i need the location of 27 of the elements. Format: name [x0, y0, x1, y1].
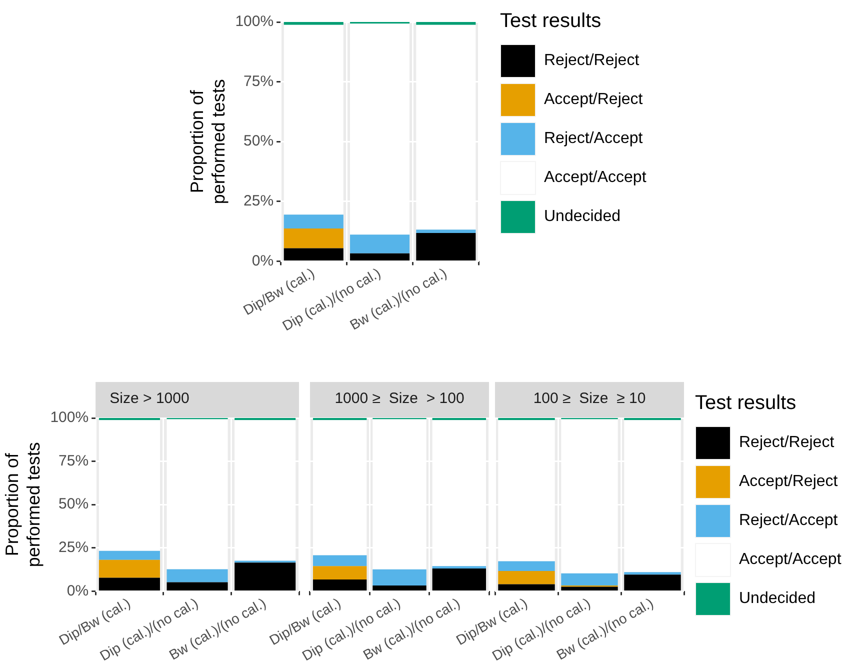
legend-label: Undecided: [544, 208, 620, 226]
y-tick-label: 25%: [58, 539, 89, 556]
y-tick-label: 75%: [58, 452, 89, 470]
y-tick-label: 100%: [50, 409, 89, 426]
y-tick-label: 0%: [252, 252, 274, 270]
legend-label: Undecided: [739, 590, 816, 608]
y-tick-label: 0%: [66, 582, 89, 600]
y-tick-label: 50%: [244, 132, 274, 150]
chart-title: Size > 1000: [110, 390, 190, 408]
y-axis-title: Proportion of performed tests: [2, 442, 44, 568]
legend-label: Accept/Reject: [544, 90, 643, 108]
chart-title: 100 ≥ Size ≥ 10: [533, 390, 646, 408]
legend-label: Reject/Reject: [739, 434, 834, 452]
legend-label: Accept/Accept: [544, 168, 646, 186]
legend-label: Reject/Reject: [544, 52, 640, 70]
legend-label: Accept/Accept: [739, 550, 842, 568]
legend-label: Reject/Accept: [739, 512, 838, 530]
legend-title: Test results: [695, 392, 798, 415]
legend-label: Accept/Reject: [739, 472, 838, 490]
legend-title: Test results: [500, 10, 602, 33]
legend-label: Reject/Accept: [544, 130, 643, 148]
y-tick-label: 25%: [244, 192, 274, 210]
chart-title: 1000 ≥ Size > 100: [334, 390, 464, 408]
y-tick-label: 100%: [235, 13, 274, 30]
y-tick-label: 50%: [58, 496, 89, 513]
y-axis-title: Proportion of performed tests: [186, 79, 228, 204]
y-tick-label: 75%: [244, 72, 274, 90]
